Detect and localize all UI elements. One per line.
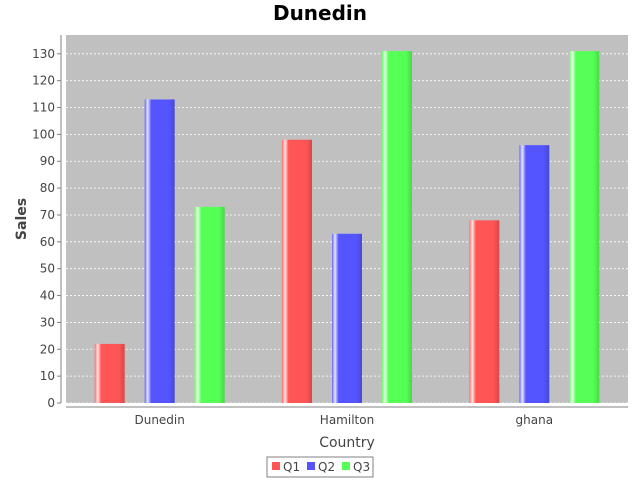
- legend-swatch: [342, 462, 350, 470]
- y-tick-label: 110: [32, 101, 55, 115]
- bar-q3-ghana: [569, 51, 600, 403]
- y-tick-label: 50: [40, 262, 55, 276]
- bar-q2-hamilton: [332, 233, 362, 403]
- bars: [94, 51, 600, 403]
- y-tick-label: 40: [40, 289, 55, 303]
- x-axis-ticks: Dunedin Hamilton ghana: [134, 413, 553, 427]
- bar-q3-hamilton: [382, 51, 412, 403]
- bar-q1-hamilton: [282, 139, 312, 403]
- y-tick-label: 100: [32, 127, 55, 141]
- legend-label: Q2: [318, 460, 335, 474]
- bar-q3-dunedin: [194, 206, 225, 403]
- legend-label: Q3: [353, 460, 370, 474]
- x-tick-label: Hamilton: [320, 413, 374, 427]
- y-tick-label: 30: [40, 315, 55, 329]
- y-tick-label: 10: [40, 369, 55, 383]
- y-tick-label: 70: [40, 208, 55, 222]
- y-tick-label: 20: [40, 342, 55, 356]
- y-tick-label: 0: [47, 396, 55, 410]
- x-axis-title: Country: [319, 435, 375, 451]
- legend-label: Q1: [283, 460, 300, 474]
- x-tick-label: ghana: [516, 413, 554, 427]
- chart-title: Dunedin: [273, 1, 367, 25]
- y-tick-label: 130: [32, 47, 55, 61]
- y-tick-label: 80: [40, 181, 55, 195]
- legend-swatch: [272, 462, 280, 470]
- x-tick-label: Dunedin: [134, 413, 184, 427]
- legend-swatch: [307, 462, 315, 470]
- y-tick-label: 120: [32, 74, 55, 88]
- y-axis-title: Sales: [14, 198, 30, 240]
- y-tick-label: 90: [40, 154, 55, 168]
- y-axis-ticks: 0 10 20 30 40 50 60 70 80 90 100 110 120 130: [32, 47, 61, 410]
- y-tick-label: 60: [40, 235, 55, 249]
- bar-q2-ghana: [519, 145, 550, 403]
- bar-q1-dunedin: [94, 343, 125, 403]
- bar-q2-dunedin: [144, 99, 175, 403]
- bar-q1-ghana: [469, 220, 500, 403]
- legend: Q1 Q2 Q3: [266, 456, 374, 478]
